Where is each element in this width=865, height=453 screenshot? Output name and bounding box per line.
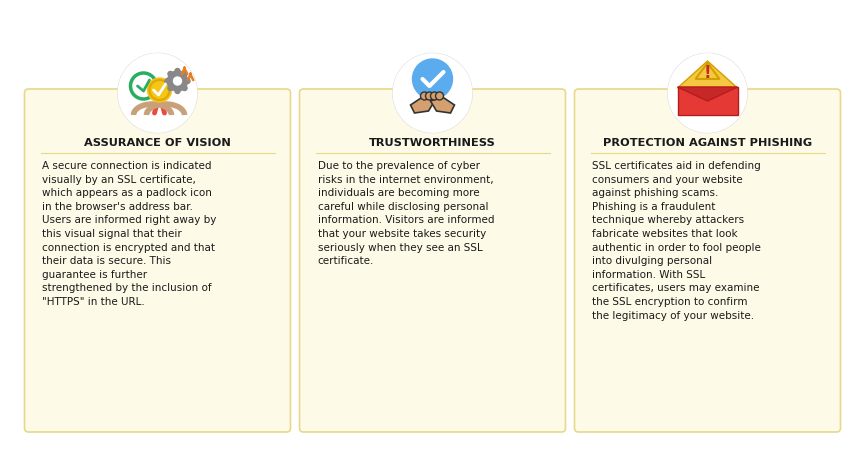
Circle shape: [168, 71, 188, 91]
Text: Due to the prevalence of cyber
risks in the internet environment,
individuals ar: Due to the prevalence of cyber risks in …: [317, 161, 494, 266]
Circle shape: [420, 92, 428, 100]
Polygon shape: [677, 87, 738, 101]
Text: ASSURANCE OF VISION: ASSURANCE OF VISION: [84, 138, 231, 148]
FancyBboxPatch shape: [299, 89, 566, 432]
Circle shape: [394, 54, 471, 132]
Text: A secure connection is indicated
visually by an SSL certificate,
which appears a: A secure connection is indicated visuall…: [42, 161, 217, 307]
Circle shape: [426, 92, 433, 100]
Polygon shape: [695, 63, 720, 79]
Circle shape: [175, 68, 180, 73]
Circle shape: [174, 77, 182, 85]
Polygon shape: [431, 97, 454, 113]
FancyBboxPatch shape: [677, 87, 738, 115]
Circle shape: [119, 54, 196, 132]
Text: PROTECTION AGAINST PHISHING: PROTECTION AGAINST PHISHING: [603, 138, 812, 148]
Circle shape: [393, 53, 472, 133]
Circle shape: [668, 53, 747, 133]
Circle shape: [182, 86, 187, 91]
Polygon shape: [677, 61, 738, 88]
Text: TRUSTWORTHINESS: TRUSTWORTHINESS: [369, 138, 496, 148]
Circle shape: [182, 72, 187, 77]
Circle shape: [165, 78, 170, 83]
Polygon shape: [411, 97, 434, 113]
Circle shape: [168, 72, 173, 77]
FancyBboxPatch shape: [24, 89, 291, 432]
Circle shape: [431, 92, 439, 100]
Circle shape: [435, 92, 444, 100]
Circle shape: [413, 59, 452, 99]
Text: SSL certificates aid in defending
consumers and your website
against phishing sc: SSL certificates aid in defending consum…: [593, 161, 761, 321]
Circle shape: [168, 86, 173, 91]
Text: !: !: [704, 64, 711, 82]
Circle shape: [148, 78, 171, 102]
Circle shape: [669, 54, 746, 132]
Circle shape: [118, 53, 197, 133]
Circle shape: [185, 78, 190, 83]
Circle shape: [175, 88, 180, 93]
FancyBboxPatch shape: [574, 89, 841, 432]
